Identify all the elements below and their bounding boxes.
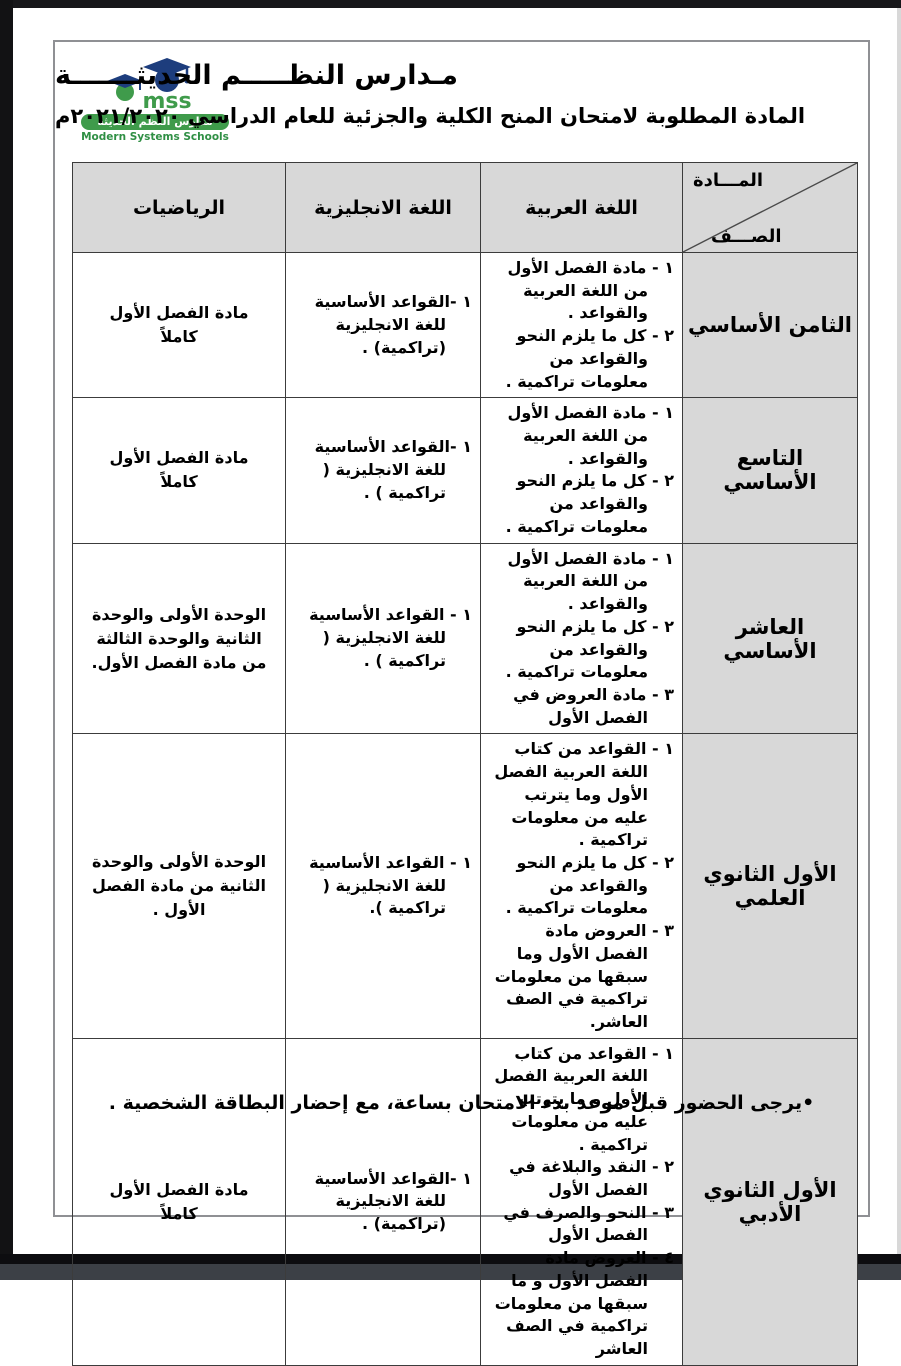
math-cell: مادة الفصل الأول كاملاً [72, 397, 286, 544]
table-row: التاسع الأساسي ١ - مادة الفصل الأول من ال… [72, 397, 858, 544]
table-row: الثامن الأساسي ١ - مادة الفصل الأول من ال… [72, 251, 858, 399]
arabic-cell: ١ - مادة الفصل الأول من اللغة العربية وا… [480, 251, 683, 399]
attendance-note: •يرجى الحضور قبل موعد بدء الامتحان بساعة… [108, 1092, 815, 1114]
english-cell: ١ -القواعد الأساسية للغة الانجليزية (ترا… [285, 251, 481, 399]
list-item: ٢ - كل ما يلزم النحو والقواعد من معلومات… [505, 471, 674, 536]
svg-text:mss: mss [142, 89, 191, 112]
list-item: ١ -القواعد الأساسية للغة الانجليزية (ترا… [314, 1168, 472, 1234]
list-item: ٢ - كل ما يلزم النحو والقواعد من معلومات… [505, 326, 674, 391]
corner-subject-label: المـــادة [693, 170, 764, 191]
arabic-cell: ١ - القواعد من كتاب اللغة العربية الفصل … [480, 733, 683, 1039]
list-item: ١ - مادة الفصل الأول من اللغة العربية وا… [507, 548, 674, 614]
list-item: ٢ - كل ما يلزم النحو والقواعد من معلومات… [505, 852, 674, 918]
grade-cell: الثامن الأساسي [682, 251, 858, 399]
graduation-caps-icon: mss [107, 58, 192, 112]
list-item: ١ -القواعد الأساسية للغة الانجليزية (ترا… [314, 292, 472, 357]
logo-arabic-name: مدارس النظم الحديثة [81, 114, 229, 130]
math-cell: الوحدة الأولى والوحدة الثانية والوحدة ال… [72, 542, 286, 735]
list-item: ٢ - كل ما يلزم النحو والقواعد من معلومات… [505, 616, 674, 682]
arabic-cell: ١ - مادة الفصل الأول من اللغة العربية وا… [480, 542, 683, 735]
table-body: الثامن الأساسي ١ - مادة الفصل الأول من ال… [72, 251, 858, 1366]
grade-cell: التاسع الأساسي [682, 397, 858, 544]
list-item: ١ - القواعد من كتاب اللغة العربية الفصل … [494, 1043, 674, 1154]
list-item: ١ - القواعد الأساسية للغة الانجليزية ( ت… [309, 605, 472, 670]
exam-material-table: المـــادة الصـــف اللغة العربية اللغة ال… [72, 162, 858, 1366]
table-row: الأول الثانوي العلمي ١ - القواعد من كتاب … [72, 733, 858, 1039]
column-header-arabic: اللغة العربية [480, 162, 683, 253]
grade-cell: الأول الثانوي العلمي [682, 733, 858, 1039]
document-frame: mss مدارس النظم الحديثة Modern Systems S… [53, 40, 870, 1366]
corner-cell: المـــادة الصـــف [682, 162, 858, 253]
arabic-cell: ١ - القواعد من كتاب اللغة العربية الفصل … [480, 1037, 683, 1366]
viewer-right-edge [897, 8, 901, 1256]
math-cell: الوحدة الأولى والوحدة الثانية من مادة ال… [72, 733, 286, 1039]
english-cell: ١ -القواعد الأساسية للغة الانجليزية (ترا… [285, 1037, 481, 1366]
exam-material-table-wrap: المـــادة الصـــف اللغة العربية اللغة ال… [72, 162, 858, 1366]
grade-cell: الأول الثانوي الأدبي [682, 1037, 858, 1366]
list-item: ٢ - النقد والبلاغة في الفصل الأول [509, 1157, 674, 1200]
grade-cell: العاشر الأساسي [682, 542, 858, 735]
list-item: ١ - القواعد الأساسية للغة الانجليزية ( ت… [309, 852, 472, 918]
page-title: مـدارس النظـــــم الحديثـــــــة [55, 60, 459, 91]
list-item: ٣ - النحو والصرف في الفصل الأول [503, 1202, 674, 1245]
english-cell: ١ - القواعد الأساسية للغة الانجليزية ( ت… [285, 542, 481, 735]
math-cell: مادة الفصل الأول كاملاً [72, 251, 286, 399]
list-item: ١ - القواعد من كتاب اللغة العربية الفصل … [494, 739, 674, 850]
table-row: العاشر الأساسي ١ - مادة الفصل الأول من ال… [72, 542, 858, 735]
list-item: ١ - مادة الفصل الأول من اللغة العربية وا… [507, 258, 674, 323]
english-cell: ١ -القواعد الأساسية للغة الانجليزية ( تر… [285, 397, 481, 544]
list-item: ١ -القواعد الأساسية للغة الانجليزية ( تر… [314, 437, 472, 502]
math-cell: مادة الفصل الأول كاملاً [72, 1037, 286, 1366]
diagonal-divider [683, 163, 857, 252]
corner-grade-label: الصـــف [711, 226, 782, 247]
column-header-math: الرياضيات [72, 162, 286, 253]
english-cell: ١ - القواعد الأساسية للغة الانجليزية ( ت… [285, 733, 481, 1039]
logo-english-name: Modern Systems Schools [81, 131, 229, 143]
page-subtitle: المادة المطلوبة لامتحان المنح الكلية وال… [55, 104, 806, 128]
viewer-left-edge [0, 0, 13, 1264]
list-item: ٣ - العروض مادة الفصل الأول وما سبقها من… [494, 921, 674, 1031]
school-logo: mss مدارس النظم الحديثة Modern Systems S… [75, 54, 235, 143]
list-item: ٤ - العروض مادة الفصل الأول و ما سبقها م… [494, 1248, 674, 1359]
arabic-cell: ١ - مادة الفصل الأول من اللغة العربية وا… [480, 397, 683, 544]
list-item: ١ - مادة الفصل الأول من اللغة العربية وا… [507, 403, 674, 468]
viewer-top-edge [0, 0, 901, 8]
table-row: الأول الثانوي الأدبي ١ - القواعد من كتاب … [72, 1037, 858, 1366]
column-header-english: اللغة الانجليزية [285, 162, 481, 253]
table-header-row: المـــادة الصـــف اللغة العربية اللغة ال… [72, 162, 858, 253]
list-item: ٣ - مادة العروض في الفصل الأول [513, 684, 674, 727]
